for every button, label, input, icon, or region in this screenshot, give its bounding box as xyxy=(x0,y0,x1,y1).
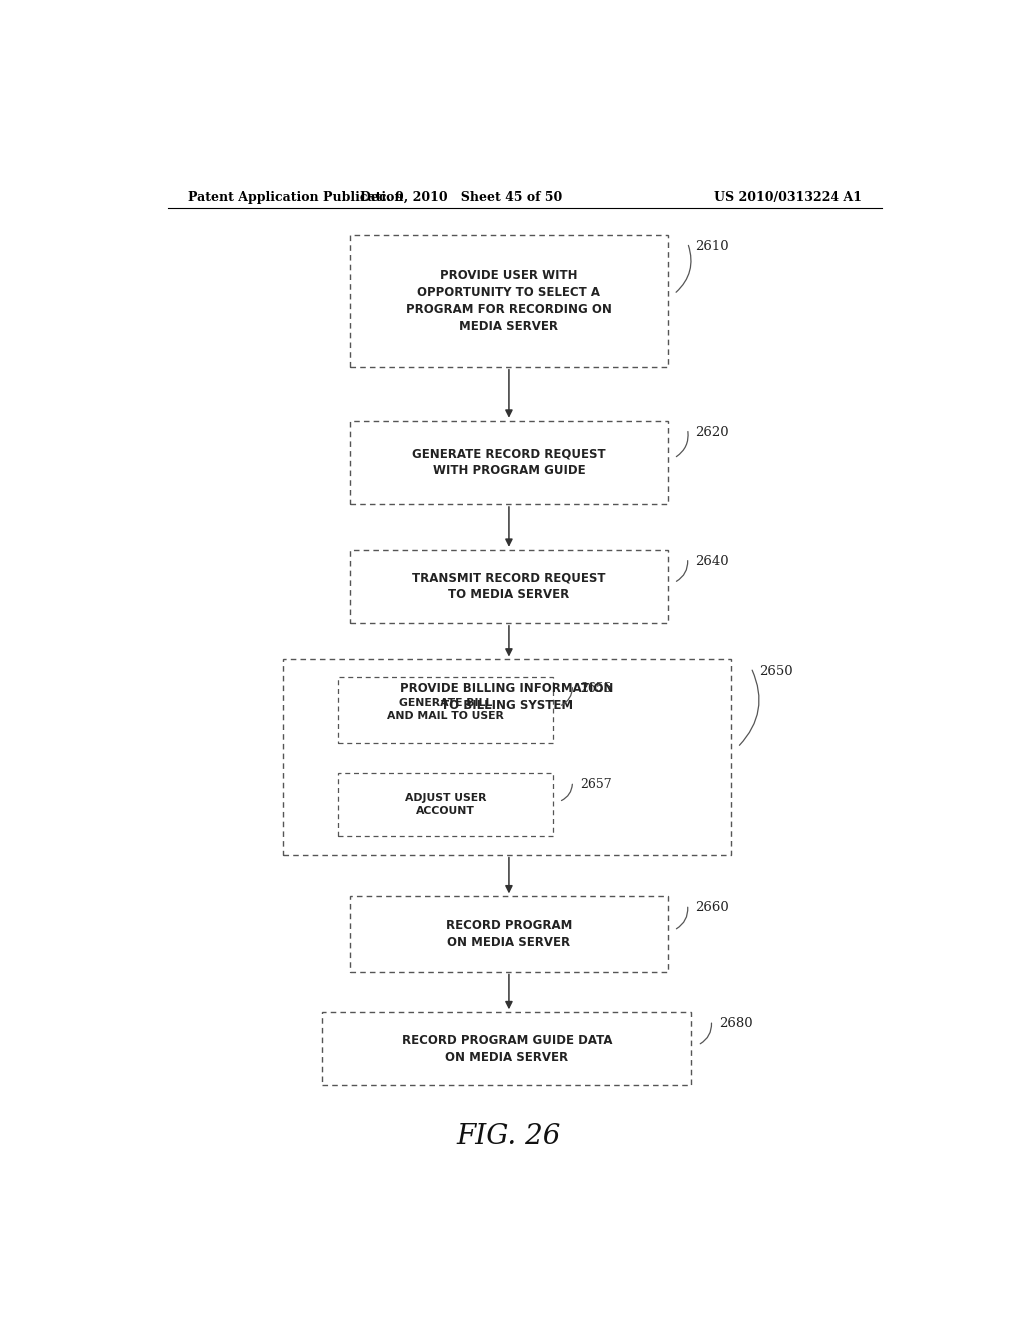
Text: PROVIDE BILLING INFORMATION
TO BILLING SYSTEM: PROVIDE BILLING INFORMATION TO BILLING S… xyxy=(400,682,613,711)
Text: 2610: 2610 xyxy=(695,240,729,252)
Text: RECORD PROGRAM
ON MEDIA SERVER: RECORD PROGRAM ON MEDIA SERVER xyxy=(445,919,572,949)
Text: 2640: 2640 xyxy=(695,554,729,568)
Bar xyxy=(350,235,668,367)
Text: 2657: 2657 xyxy=(581,779,612,792)
Text: RECORD PROGRAM GUIDE DATA
ON MEDIA SERVER: RECORD PROGRAM GUIDE DATA ON MEDIA SERVE… xyxy=(401,1034,612,1064)
Text: 2620: 2620 xyxy=(695,426,729,438)
Text: ADJUST USER
ACCOUNT: ADJUST USER ACCOUNT xyxy=(404,793,486,817)
Text: TRANSMIT RECORD REQUEST
TO MEDIA SERVER: TRANSMIT RECORD REQUEST TO MEDIA SERVER xyxy=(413,572,605,602)
Bar xyxy=(350,549,668,623)
Text: Dec. 9, 2010   Sheet 45 of 50: Dec. 9, 2010 Sheet 45 of 50 xyxy=(360,190,562,203)
Bar xyxy=(338,774,553,837)
Bar xyxy=(350,896,668,972)
Text: 2660: 2660 xyxy=(695,902,729,915)
Text: GENERATE BILL
AND MAIL TO USER: GENERATE BILL AND MAIL TO USER xyxy=(387,698,504,722)
Text: FIG. 26: FIG. 26 xyxy=(457,1123,561,1150)
Text: GENERATE RECORD REQUEST
WITH PROGRAM GUIDE: GENERATE RECORD REQUEST WITH PROGRAM GUI… xyxy=(412,447,606,478)
Text: Patent Application Publication: Patent Application Publication xyxy=(187,190,403,203)
Text: 2680: 2680 xyxy=(719,1018,753,1030)
Text: PROVIDE USER WITH
OPPORTUNITY TO SELECT A
PROGRAM FOR RECORDING ON
MEDIA SERVER: PROVIDE USER WITH OPPORTUNITY TO SELECT … xyxy=(406,269,612,333)
Bar xyxy=(323,1012,691,1085)
Text: US 2010/0313224 A1: US 2010/0313224 A1 xyxy=(714,190,862,203)
Bar xyxy=(338,677,553,743)
Bar xyxy=(283,660,731,854)
Bar xyxy=(350,421,668,504)
Text: 2655: 2655 xyxy=(581,682,612,694)
Text: 2650: 2650 xyxy=(759,664,793,677)
